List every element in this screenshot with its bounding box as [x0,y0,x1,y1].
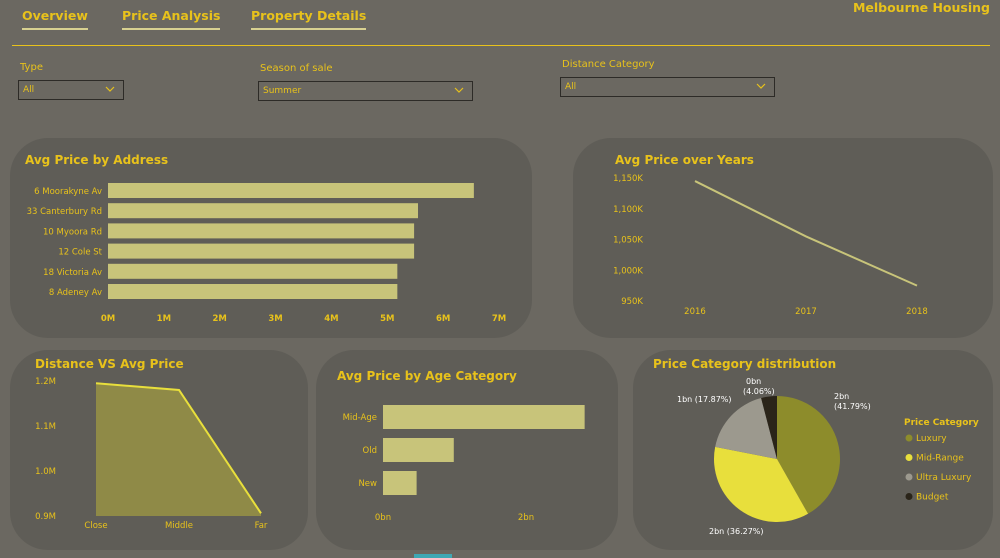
data-label: (4.06%) [743,387,775,396]
bar [383,405,585,429]
pie-slice [715,398,777,459]
tick-label: 3M [268,314,282,324]
pie-slice [714,446,809,522]
tick-label: 2016 [684,307,706,317]
filter-season-label: Season of sale [260,63,333,74]
tick-label: 1.1M [35,422,56,432]
data-label: 1bn (17.87%) [677,395,732,404]
category-label: Mid-Age [343,413,377,423]
legend-swatch [905,434,913,442]
category-label: 8 Adeney Av [49,288,102,298]
tick-label: Close [84,521,107,531]
series-line [95,382,262,514]
chart-price-category-pie: 2bn(41.79%) 2bn (36.27%) 1bn (17.87%) 0bn(4… [677,377,979,536]
data-label: 2bn (36.27%) [709,527,764,536]
series-area [96,383,261,516]
tick-label: 1.0M [35,467,56,477]
legend-title: Price Category [904,418,979,428]
legend-label: Budget [916,493,949,503]
filter-type-value: All [23,85,35,95]
bar [108,183,474,198]
tick-label: 7M [492,314,506,324]
header-divider [12,45,990,46]
chart-title: Avg Price over Years [615,153,754,167]
category-label: 33 Canterbury Rd [27,207,102,217]
filter-season-dropdown[interactable]: Summer [258,81,473,101]
tick-label: 2018 [906,307,928,317]
top-nav: Overview Price Analysis Property Details… [0,0,1000,46]
chart-distance-vs-avg-price: 0.9M 1.0M 1.1M 1.2M Close Middle Far [35,377,268,531]
category-label: 10 Myoora Rd [43,227,102,237]
bar [108,203,419,219]
tick-label: Far [255,521,268,531]
chart-avg-price-over-years: 950K 1,000K 1,050K 1,100K 1,150K 2016 2017 2018 [613,174,928,317]
pie-slice [777,396,840,514]
legend-label: Ultra Luxury [916,473,972,483]
filter-distance-value: All [565,82,577,92]
tick-label: 1,150K [613,174,643,184]
bar [108,284,398,299]
data-label: 0bn [746,377,761,386]
tick-label: 5M [380,314,394,324]
legend-swatch [905,473,913,481]
tick-label: 1M [157,314,171,324]
filter-type-label: Type [20,62,43,73]
tick-label: 0M [101,314,115,324]
bar [108,263,398,279]
tick-label: 1,100K [613,205,643,215]
tick-label: 4M [324,314,338,324]
data-label: (41.79%) [834,402,871,411]
panel-avg-price-over-years [573,138,993,338]
chart-title: Avg Price by Age Category [337,369,517,383]
chart-avg-price-by-address: 6 Moorakyne Av 33 Canterbury Rd 10 Myoora … [27,183,506,324]
tick-label: 2M [213,314,227,324]
tick-label: 1.2M [35,377,56,387]
series-line [694,180,918,287]
tab-property-details[interactable]: Property Details [251,8,367,30]
category-label: New [358,479,377,489]
filter-season-value: Summer [263,86,302,96]
chevron-down-icon [756,83,766,89]
tick-label: 2017 [795,307,817,317]
bar [108,243,415,259]
tick-label: 0.9M [35,512,56,522]
chart-avg-price-by-age: Mid-Age Old New 0bn 2bn [343,405,585,523]
bar [383,438,454,462]
tab-overview[interactable]: Overview [22,8,88,30]
chart-title: Distance VS Avg Price [35,357,184,371]
tick-label: 0bn [375,513,391,523]
legend-label: Mid-Range [916,454,964,464]
legend-swatch [905,493,913,500]
legend-swatch [905,454,913,461]
chevron-down-icon [105,86,115,92]
category-label: 6 Moorakyne Av [34,187,102,197]
tab-price-analysis[interactable]: Price Analysis [122,8,221,30]
tick-label: 1,050K [613,236,643,246]
bar [383,471,417,495]
chevron-down-icon [454,87,464,93]
tick-label: 6M [436,314,450,324]
page-scrollbar[interactable] [414,554,452,558]
filter-distance-label: Distance Category [562,59,655,70]
brand-title: Melbourne Housing [852,0,990,15]
tick-label: 2bn [518,513,534,523]
tick-label: Middle [165,521,193,531]
bar [108,223,415,239]
tick-label: 1,000K [613,266,643,276]
legend-label: Luxury [916,434,947,444]
chart-title: Price Category distribution [653,357,837,371]
category-label: Old [363,446,377,456]
data-label: 2bn [834,392,849,401]
category-label: 12 Cole St [58,248,102,258]
pie-slice [761,396,777,459]
tick-label: 950K [621,297,643,307]
chart-title: Avg Price by Address [25,153,169,167]
filter-type-dropdown[interactable]: All [18,80,124,100]
filter-distance-dropdown[interactable]: All [560,77,775,97]
category-label: 18 Victoria Av [43,268,102,278]
panel-avg-price-by-age [316,350,618,550]
